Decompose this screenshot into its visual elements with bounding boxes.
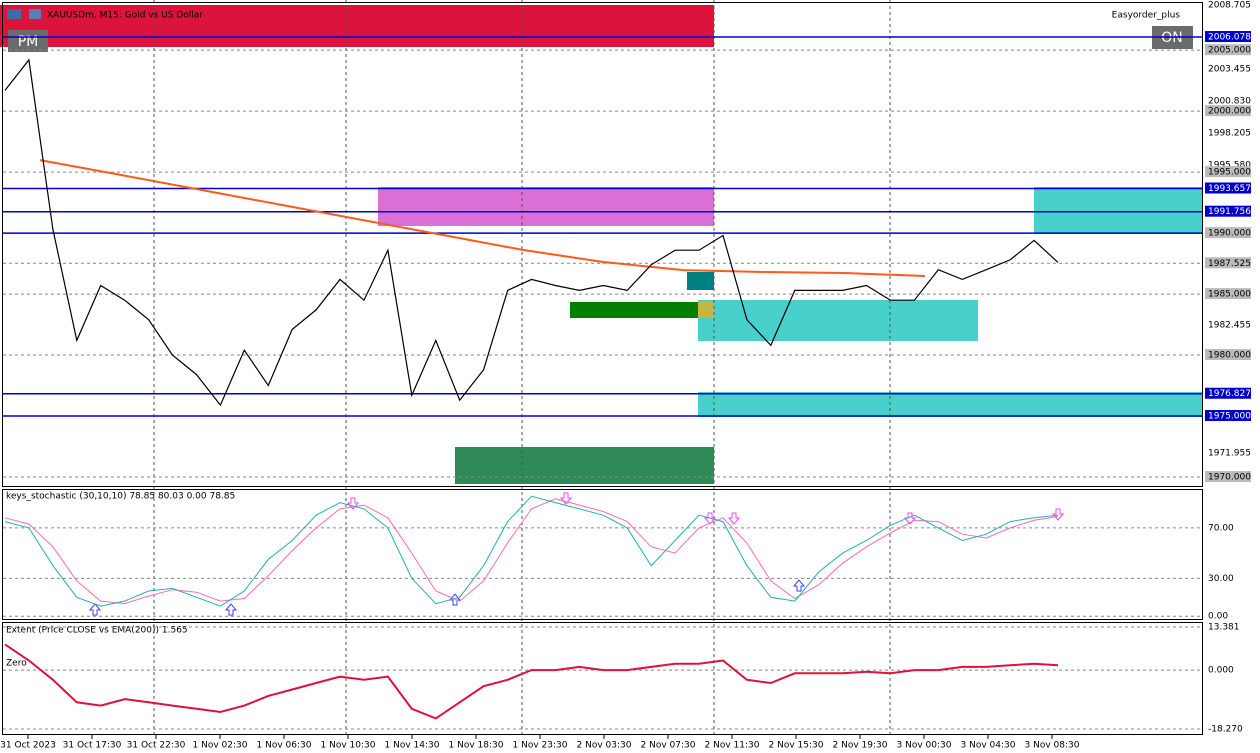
stochastic-arrows-down: [346, 492, 1065, 525]
price-tag: [1205, 387, 1251, 399]
tick-label: 70.00: [1208, 523, 1234, 533]
zone: [378, 187, 714, 226]
price-label: 1990.000: [1208, 229, 1251, 239]
price-label: 1995.000: [1208, 168, 1251, 178]
zone: [698, 300, 978, 341]
tick-label: 0.00: [1208, 612, 1228, 622]
ema-line: [39, 159, 926, 277]
price-label: 1970.000: [1208, 473, 1251, 483]
time-label: 31 Oct 2023: [0, 741, 56, 751]
extent-line: [4, 643, 1059, 720]
time-label: 1 Nov 18:30: [449, 741, 504, 751]
expert-name: Easyorder_plus: [1112, 11, 1181, 21]
main-line: [4, 495, 1059, 607]
time-label: 2 Nov 03:30: [577, 741, 632, 751]
time-label: 1 Nov 10:30: [321, 741, 376, 751]
price-tag: [1205, 44, 1251, 56]
price-tag: [1205, 31, 1251, 43]
price-label: 1976.827: [1208, 389, 1251, 399]
signal-line: [4, 498, 1059, 605]
time-label: 2 Nov 11:30: [705, 741, 760, 751]
tick-label: 30.00: [1208, 574, 1234, 584]
price-tag: [1205, 166, 1251, 178]
price-line: [4, 58, 1059, 407]
price-tag: [1205, 205, 1251, 217]
pm-button[interactable]: [8, 30, 48, 52]
price-label: 2000.000: [1208, 107, 1251, 117]
price-label: 2005.000: [1208, 46, 1251, 56]
stochastic-title: keys_stochastic (30,10,10) 78.85 80.03 0…: [6, 492, 235, 502]
price-label: 2008.705: [1208, 0, 1251, 10]
price-tag: [1205, 288, 1251, 300]
price-label: 1971.955: [1208, 449, 1251, 459]
pm-button-label: PM: [18, 34, 39, 50]
panel-frames: [2, 2, 1203, 735]
symbol-icon[interactable]: [29, 9, 41, 19]
time-label: 2 Nov 15:30: [769, 741, 824, 751]
time-label: 31 Oct 22:30: [127, 741, 186, 751]
price-label: 1980.000: [1208, 351, 1251, 361]
symbol-title: XAUUSDm, M15: Gold vs US Dollar: [47, 11, 203, 21]
session-lines: [153, 0, 891, 735]
price-label: 1998.205: [1208, 129, 1251, 139]
price-label: 2006.078: [1208, 33, 1251, 43]
price-tag: [1205, 471, 1251, 483]
zone: [570, 302, 698, 318]
zone: [698, 392, 1203, 417]
price-label: 2000.830: [1208, 97, 1251, 107]
price-tag: [1205, 257, 1251, 269]
zone: [698, 302, 714, 318]
price-tag: [1205, 182, 1251, 194]
tick-label: -18.270: [1208, 724, 1243, 734]
tick-label: 13.381: [1208, 623, 1240, 633]
time-label: 3 Nov 00:30: [897, 741, 952, 751]
supply-zone: [0, 5, 714, 47]
menu-icon[interactable]: [7, 9, 21, 19]
time-label: 2 Nov 07:30: [641, 741, 696, 751]
price-tag: [1205, 410, 1251, 422]
price-label: 1991.756: [1208, 207, 1251, 217]
price-label: 2003.455: [1208, 65, 1251, 75]
time-label: 1 Nov 14:30: [385, 741, 440, 751]
time-label: 1 Nov 23:30: [513, 741, 568, 751]
extent-title: Extent (Price CLOSE vs EMA(200)) 1.565: [6, 626, 188, 636]
price-tag: [1205, 105, 1251, 117]
time-label: 2 Nov 19:30: [833, 741, 888, 751]
price-tag: [1205, 227, 1251, 239]
price-label: 1987.525: [1208, 259, 1251, 269]
price-label: 1993.657: [1208, 184, 1251, 194]
zone: [687, 272, 714, 290]
on-button-label: ON: [1161, 30, 1183, 46]
price-label: 1985.000: [1208, 290, 1251, 300]
time-label: 3 Nov 04:30: [961, 741, 1016, 751]
price-label: 1995.580: [1208, 161, 1251, 171]
price-label: 1975.000: [1208, 412, 1251, 422]
time-label: 3 Nov 08:30: [1025, 741, 1080, 751]
time-label: 31 Oct 17:30: [63, 741, 122, 751]
price-label: 1982.455: [1208, 321, 1251, 331]
zone: [1034, 187, 1203, 234]
zone: [455, 447, 714, 484]
time-label: 1 Nov 02:30: [193, 741, 248, 751]
price-tag: [1205, 349, 1251, 361]
time-label: 1 Nov 06:30: [257, 741, 312, 751]
zero-label: Zero: [6, 659, 27, 669]
tick-label: 0.000: [1208, 666, 1234, 676]
